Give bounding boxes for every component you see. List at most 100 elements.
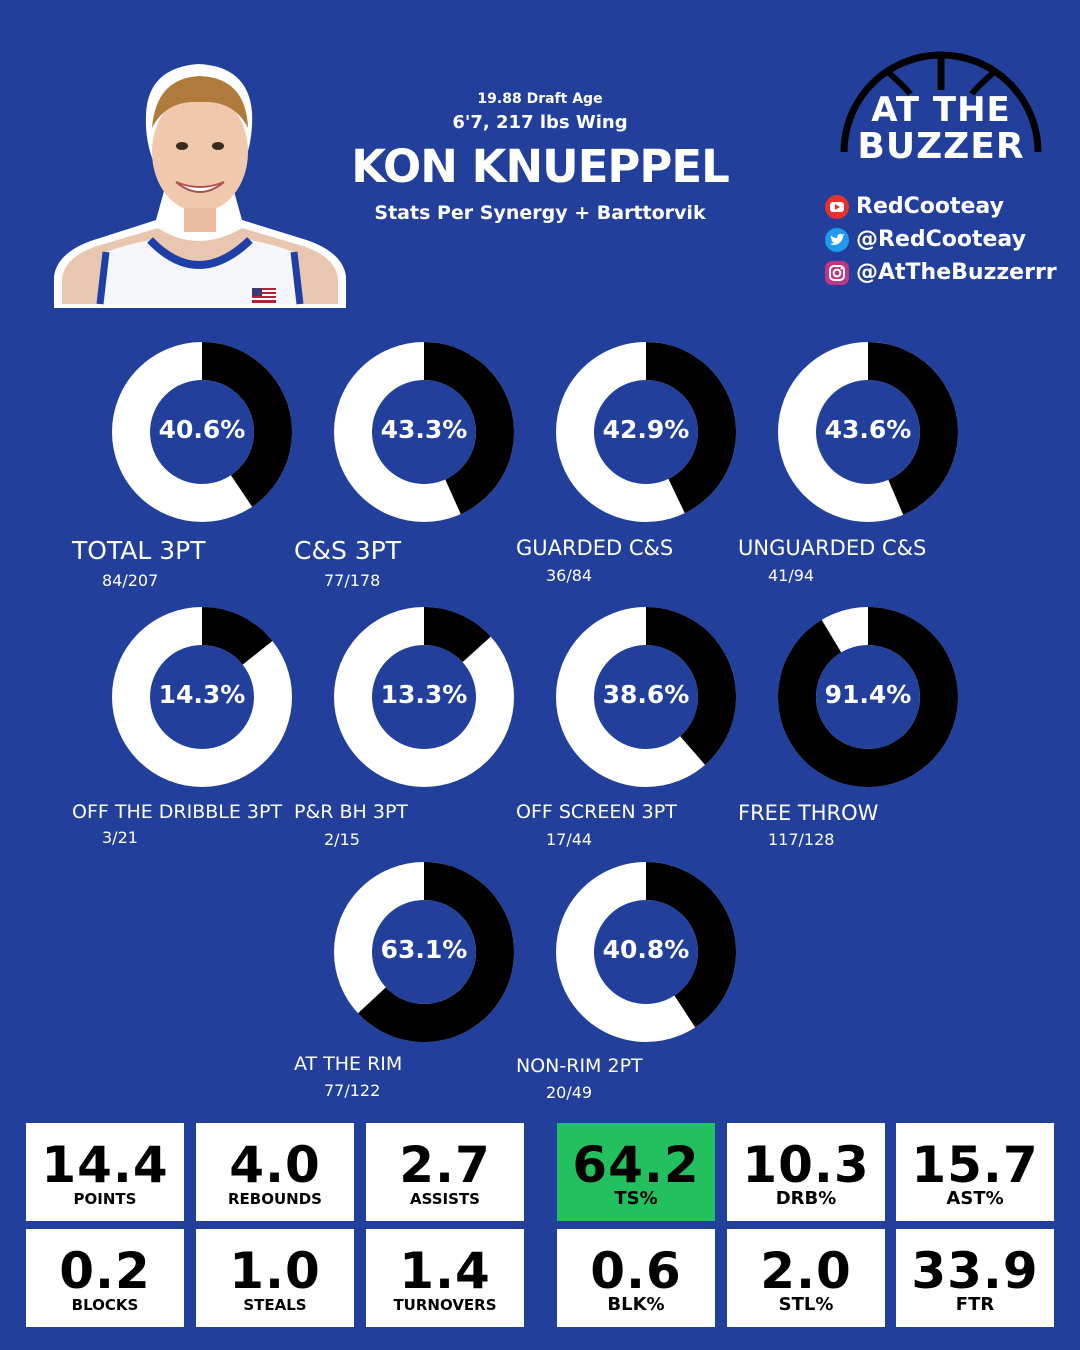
- donut-label: FREE THROW: [738, 801, 879, 825]
- donut-count: 20/49: [546, 1083, 593, 1102]
- donut-percentage: 38.6%: [602, 680, 690, 709]
- stat-box: 10.3 DRB%: [727, 1123, 885, 1221]
- donut-percentage: 43.3%: [380, 415, 468, 444]
- donut-made-arc: [868, 342, 958, 515]
- donut-count: 84/207: [102, 571, 159, 590]
- stat-value: 1.4: [399, 1242, 491, 1300]
- donut-count: 17/44: [546, 830, 593, 849]
- stat-value: 14.4: [41, 1136, 169, 1194]
- stat-value: 4.0: [229, 1136, 321, 1194]
- stat-value: 0.6: [590, 1242, 682, 1300]
- donut-made-arc: [424, 342, 514, 515]
- stat-box: 1.4 TURNOVERS: [366, 1229, 524, 1327]
- donut-svg: [556, 342, 736, 522]
- social-twitter[interactable]: @RedCooteay: [824, 223, 1074, 256]
- stat-label: TURNOVERS: [393, 1296, 497, 1314]
- donut-svg: [556, 862, 736, 1042]
- donut-label: OFF SCREEN 3PT: [516, 801, 677, 823]
- stat-label: POINTS: [73, 1190, 137, 1208]
- donut-made-arc: [646, 607, 736, 765]
- player-size: 6'7, 217 lbs Wing: [452, 112, 628, 133]
- donut-chart: 43.3%: [334, 342, 514, 522]
- donut-label: GUARDED C&S: [516, 536, 674, 560]
- donut-chart: 38.6%: [556, 607, 736, 787]
- donut-made-arc: [646, 862, 736, 1028]
- stat-value: 64.2: [572, 1136, 700, 1194]
- donut-made-arc: [778, 607, 958, 787]
- stat-box: 15.7 AST%: [896, 1123, 1054, 1221]
- stat-label: REBOUNDS: [228, 1190, 322, 1208]
- donut-label: P&R BH 3PT: [294, 801, 409, 823]
- stat-value: 33.9: [911, 1242, 1039, 1300]
- donut-svg: [112, 607, 292, 787]
- player-photo: [48, 54, 352, 310]
- social-instagram[interactable]: @AtTheBuzzerrr: [824, 256, 1074, 289]
- social-youtube[interactable]: RedCooteay: [824, 190, 1074, 223]
- donut-count: 3/21: [102, 828, 138, 847]
- stat-value: 0.2: [59, 1242, 151, 1300]
- stats-source: Stats Per Synergy + Barttorvik: [374, 202, 706, 224]
- donut-label: C&S 3PT: [294, 536, 402, 565]
- donut-chart: 42.9%: [556, 342, 736, 522]
- stat-box: 64.2 TS%: [557, 1123, 715, 1221]
- donut-percentage: 40.6%: [158, 415, 246, 444]
- donut-chart: 91.4%: [778, 607, 958, 787]
- draft-age: 19.88 Draft Age: [477, 91, 603, 107]
- at-the-buzzer-logo: AT THE BUZZER: [838, 50, 1044, 170]
- stat-box: 1.0 STEALS: [196, 1229, 354, 1327]
- donut-percentage: 63.1%: [380, 935, 468, 964]
- stat-box: 0.6 BLK%: [557, 1229, 715, 1327]
- donut-svg: [556, 607, 736, 787]
- stat-box: 2.7 ASSISTS: [366, 1123, 524, 1221]
- stat-label: BLK%: [607, 1294, 665, 1315]
- donut-label: OFF THE DRIBBLE 3PT: [72, 801, 283, 823]
- stat-box: 14.4 POINTS: [26, 1123, 184, 1221]
- donut-chart: 63.1%: [334, 862, 514, 1042]
- donut-chart: 40.6%: [112, 342, 292, 522]
- donut-svg: [778, 342, 958, 522]
- donut-count: 77/178: [324, 571, 381, 590]
- logo-line-2: BUZZER: [857, 126, 1025, 167]
- stat-value: 2.7: [399, 1136, 491, 1194]
- stat-box: 33.9 FTR: [896, 1229, 1054, 1327]
- donut-chart: 14.3%: [112, 607, 292, 787]
- stat-label: STEALS: [243, 1296, 307, 1314]
- twitter-icon: [825, 227, 849, 252]
- donut-made-arc: [202, 607, 273, 665]
- donut-percentage: 43.6%: [824, 415, 912, 444]
- player-name: KON KNUEPPEL: [351, 140, 730, 193]
- stat-box: 0.2 BLOCKS: [26, 1229, 184, 1327]
- social-handles: RedCooteay @RedCooteay @AtTheBuzzerrr: [824, 190, 1074, 289]
- donut-count: 117/128: [768, 830, 835, 849]
- donut-percentage: 42.9%: [602, 415, 690, 444]
- stat-label: ASSISTS: [410, 1190, 480, 1208]
- donut-svg: [334, 862, 514, 1042]
- donut-label: TOTAL 3PT: [72, 536, 206, 565]
- social-handle: @AtTheBuzzerrr: [856, 260, 1057, 285]
- donut-percentage: 91.4%: [824, 680, 912, 709]
- stat-label: AST%: [946, 1188, 1004, 1209]
- stat-label: BLOCKS: [71, 1296, 139, 1314]
- stat-box: 2.0 STL%: [727, 1229, 885, 1327]
- stat-value: 1.0: [229, 1242, 321, 1300]
- donut-made-arc: [202, 342, 292, 507]
- donut-percentage: 14.3%: [158, 680, 246, 709]
- stat-value: 2.0: [760, 1242, 852, 1300]
- donut-svg: [334, 607, 514, 787]
- donut-label: UNGUARDED C&S: [738, 536, 927, 560]
- instagram-icon: [825, 260, 849, 285]
- donut-made-arc: [646, 342, 736, 514]
- donut-svg: [334, 342, 514, 522]
- header: 19.88 Draft Age 6'7, 217 lbs Wing KON KN…: [330, 88, 750, 228]
- logo-line-1: AT THE: [871, 90, 1011, 130]
- stat-box: 4.0 REBOUNDS: [196, 1123, 354, 1221]
- stat-label: TS%: [614, 1188, 658, 1209]
- donut-count: 2/15: [324, 830, 360, 849]
- donut-made-arc: [358, 862, 514, 1042]
- youtube-icon: [825, 194, 849, 219]
- donut-svg: [112, 342, 292, 522]
- stat-value: 15.7: [911, 1136, 1039, 1194]
- donut-percentage: 40.8%: [602, 935, 690, 964]
- donut-count: 77/122: [324, 1081, 381, 1100]
